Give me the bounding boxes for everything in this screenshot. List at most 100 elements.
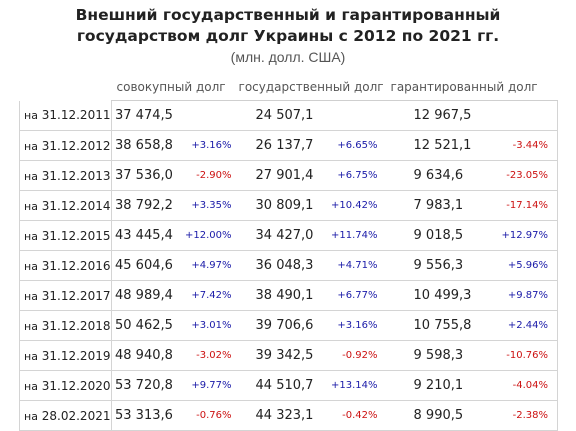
row-date-prefix: на [24,259,38,273]
table-row: на 31.12.2011 37 474,5 24 507,1 12 967,5 [19,100,559,131]
table-row: на 31.12.2014 38 792,2 +3.35% 30 809,1 +10.4… [19,190,559,221]
row-date: 31.12.2015 [41,228,111,243]
row-date-cell: на 31.12.2018 [19,310,112,341]
government-debt-value: 27 901,4 [233,160,326,191]
guaranteed-debt-change: +12.97% [472,220,559,251]
page-title-line-2: государством долг Украины с 2012 по 2021… [76,27,500,45]
guaranteed-debt-value: 9 556,3 [385,250,473,281]
total-debt-value: 43 445,4 [111,220,178,251]
total-debt-change: +7.42% [177,280,234,311]
total-debt-change [177,100,234,131]
table-row: на 31.12.2020 53 720,8 +9.77% 44 510,7 +13.1… [19,370,559,401]
row-date-cell: на 31.12.2020 [19,370,112,401]
guaranteed-debt-change: +9.87% [472,280,559,311]
row-date: 31.12.2011 [41,108,111,123]
row-date-prefix: на [24,349,38,363]
row-date: 31.12.2017 [41,288,111,303]
row-date-prefix: на [24,229,38,243]
header-total-debt: совокупный долг [111,74,234,101]
guaranteed-debt-change: -4.04% [472,370,559,401]
guaranteed-debt-value: 12 967,5 [385,100,473,131]
government-debt-value: 34 427,0 [233,220,326,251]
table-body: на 31.12.2011 37 474,5 24 507,1 12 967,5 на … [19,100,559,431]
government-debt-change: -0.92% [325,340,386,371]
total-debt-value: 45 604,6 [111,250,178,281]
row-date-prefix: на [24,199,38,213]
total-debt-change: -2.90% [177,160,234,191]
total-debt-change: +12.00% [177,220,234,251]
row-date-prefix: на [24,289,38,303]
table-row: на 31.12.2012 38 658,8 +3.16% 26 137,7 +6.65… [19,130,559,161]
government-debt-value: 39 706,6 [233,310,326,341]
guaranteed-debt-value: 9 210,1 [385,370,473,401]
government-debt-change: +6.65% [325,130,386,161]
government-debt-value: 44 323,1 [233,400,326,431]
total-debt-value: 38 658,8 [111,130,178,161]
header-guaranteed-debt: гарантированный долг [385,74,558,101]
table-row: на 31.12.2017 48 989,4 +7.42% 38 490,1 +6.77… [19,280,559,311]
government-debt-change: +6.77% [325,280,386,311]
guaranteed-debt-value: 9 018,5 [385,220,473,251]
row-date: 31.12.2016 [41,258,111,273]
row-date-prefix: на [24,109,38,123]
total-debt-change: +4.97% [177,250,234,281]
guaranteed-debt-change [472,100,559,131]
government-debt-value: 36 048,3 [233,250,326,281]
guaranteed-debt-change: -10.76% [472,340,559,371]
guaranteed-debt-change: -3.44% [472,130,559,161]
government-debt-change: +10.42% [325,190,386,221]
row-date-cell: на 31.12.2011 [19,100,112,131]
guaranteed-debt-change: -23.05% [472,160,559,191]
total-debt-value: 53 313,6 [111,400,178,431]
guaranteed-debt-value: 12 521,1 [385,130,473,161]
government-debt-change: +6.75% [325,160,386,191]
page-title-line-1: Внешний государственный и гарантированны… [75,6,501,24]
row-date: 28.02.2021 [41,408,111,423]
row-date-prefix: на [24,139,38,153]
total-debt-change: +3.16% [177,130,234,161]
row-date-prefix: на [24,379,38,393]
government-debt-change [325,100,386,131]
total-debt-change: -3.02% [177,340,234,371]
guaranteed-debt-change: -2.38% [472,400,559,431]
header-date [20,74,112,101]
guaranteed-debt-value: 9 598,3 [385,340,473,371]
row-date: 31.12.2019 [41,348,111,363]
guaranteed-debt-value: 10 755,8 [385,310,473,341]
table-row: на 28.02.2021 53 313,6 -0.76% 44 323,1 -0.42… [19,400,559,431]
guaranteed-debt-value: 7 983,1 [385,190,473,221]
row-date-prefix: на [24,409,38,423]
row-date-cell: на 28.02.2021 [19,400,112,431]
row-date: 31.12.2012 [41,138,111,153]
total-debt-value: 37 474,5 [111,100,178,131]
government-debt-change: +11.74% [325,220,386,251]
total-debt-change: +9.77% [177,370,234,401]
guaranteed-debt-change: +5.96% [472,250,559,281]
row-date: 31.12.2013 [41,168,111,183]
row-date: 31.12.2014 [41,198,111,213]
row-date: 31.12.2018 [41,318,111,333]
total-debt-change: +3.35% [177,190,234,221]
title-block: Внешний государственный и гарантированны… [0,0,576,66]
row-date: 31.12.2020 [41,378,111,393]
page-subtitle: (млн. долл. США) [230,49,346,65]
total-debt-value: 50 462,5 [111,310,178,341]
row-date-cell: на 31.12.2016 [19,250,112,281]
total-debt-value: 37 536,0 [111,160,178,191]
government-debt-value: 30 809,1 [233,190,326,221]
government-debt-value: 38 490,1 [233,280,326,311]
row-date-cell: на 31.12.2013 [19,160,112,191]
row-date-cell: на 31.12.2019 [19,340,112,371]
government-debt-value: 44 510,7 [233,370,326,401]
government-debt-value: 26 137,7 [233,130,326,161]
row-date-cell: на 31.12.2015 [19,220,112,251]
table-row: на 31.12.2015 43 445,4 +12.00% 34 427,0 +11.… [19,220,559,251]
table-row: на 31.12.2016 45 604,6 +4.97% 36 048,3 +4.71… [19,250,559,281]
guaranteed-debt-value: 8 990,5 [385,400,473,431]
government-debt-change: +13.14% [325,370,386,401]
row-date-cell: на 31.12.2017 [19,280,112,311]
government-debt-change: -0.42% [325,400,386,431]
government-debt-value: 39 342,5 [233,340,326,371]
guaranteed-debt-value: 10 499,3 [385,280,473,311]
government-debt-change: +3.16% [325,310,386,341]
